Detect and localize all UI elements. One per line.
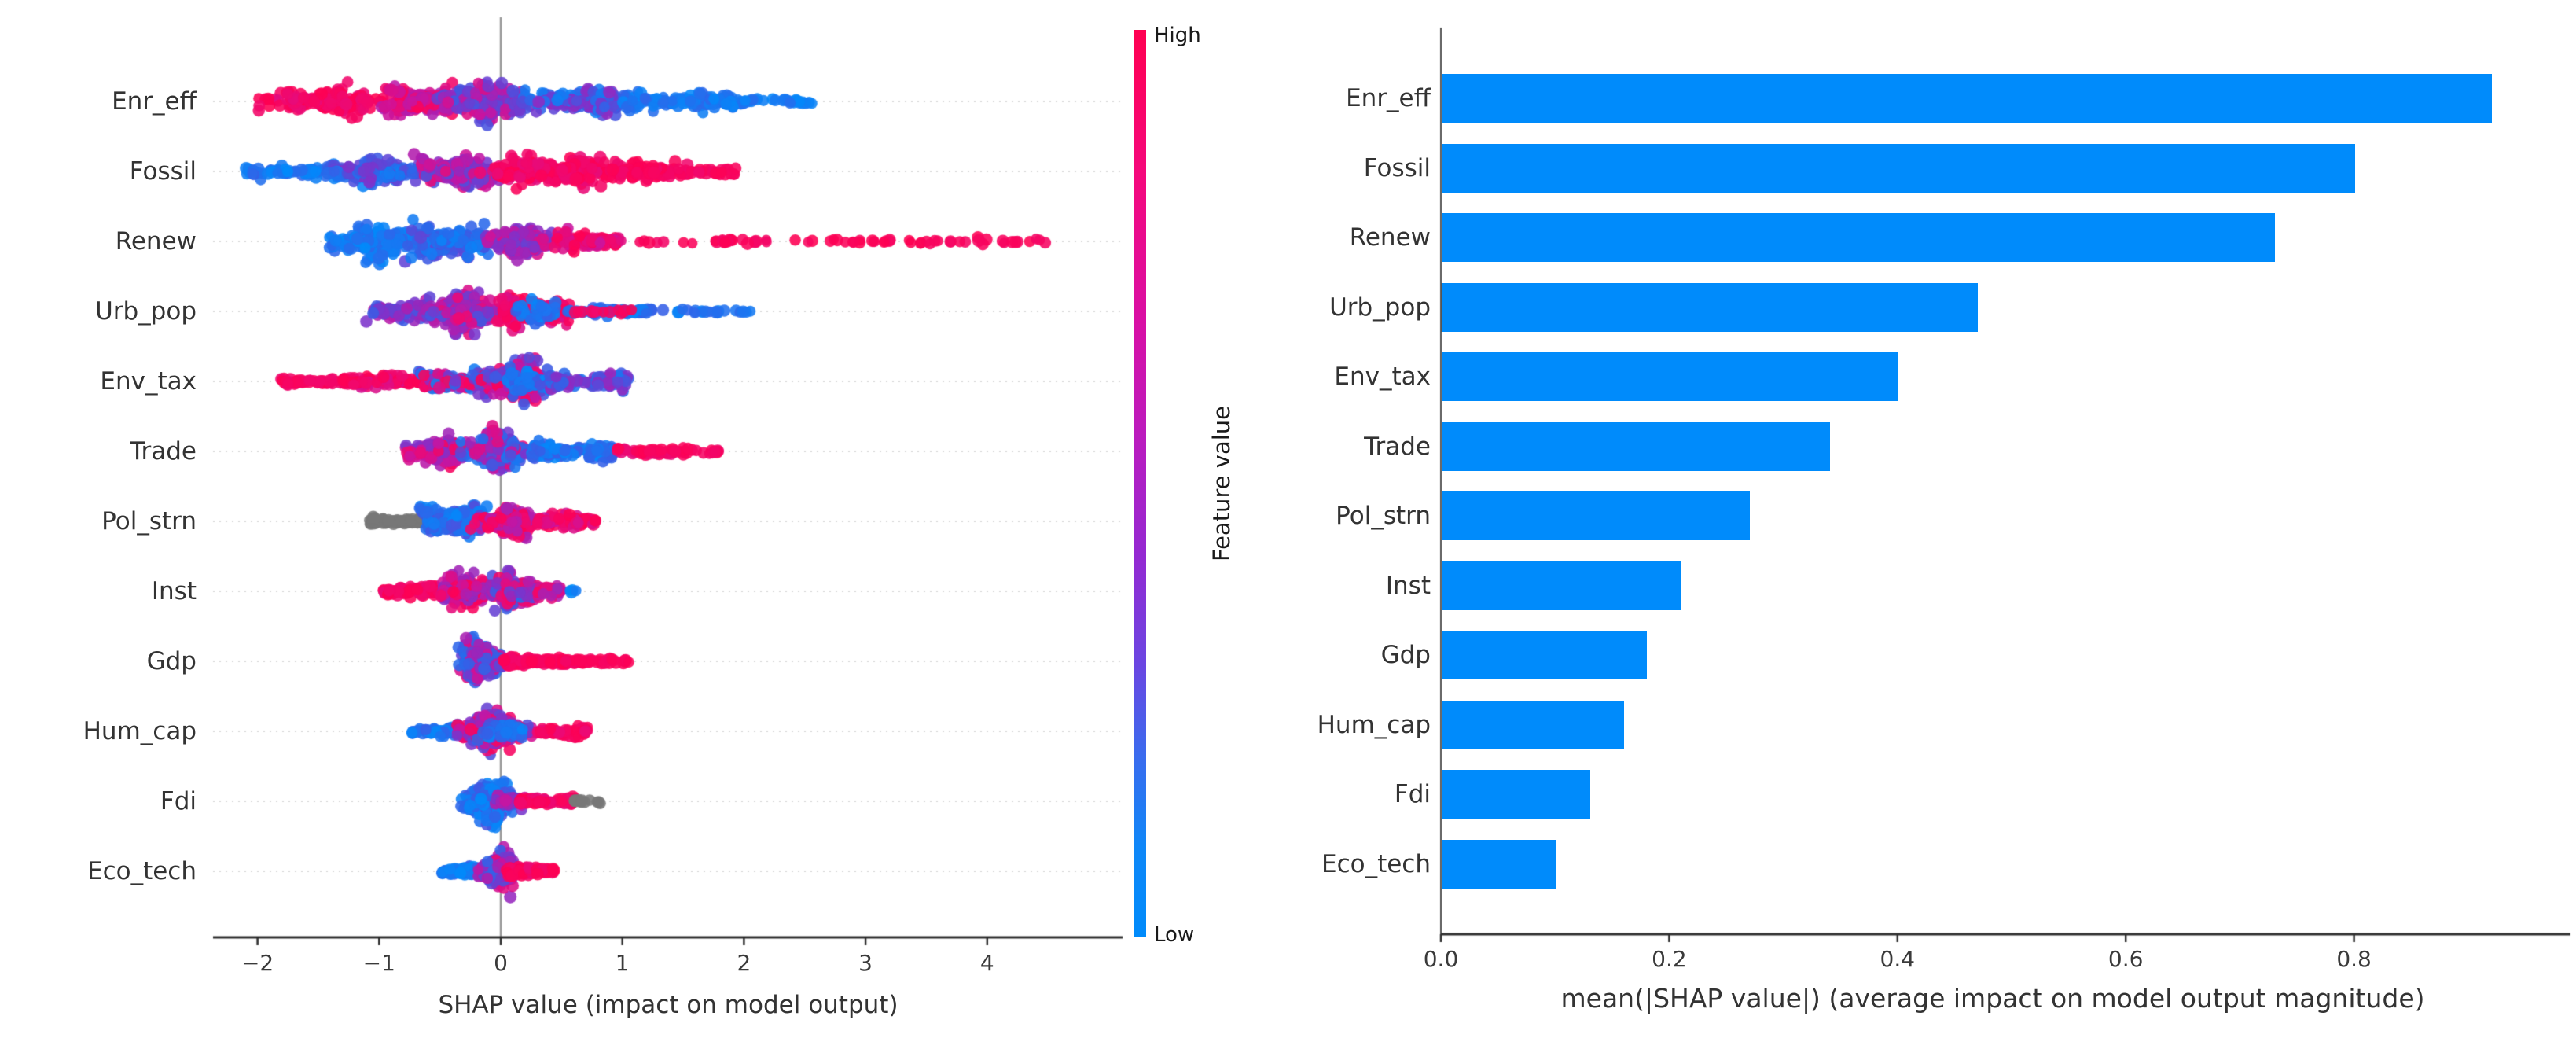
beeswarm-xtick-4: 2 [737,950,751,976]
bar-feature-label-fossil: Fossil [1363,153,1431,182]
bar-feature-label-hum_cap: Hum_cap [1317,710,1431,739]
beeswarm-feature-label-gdp: Gdp [146,647,197,675]
beeswarm-xtick-2: 0 [494,950,508,976]
bar-xtick-3: 0.6 [2107,946,2144,972]
bar-xtick-0: 0.0 [1423,946,1459,972]
bar-feature-label-env_tax: Env_tax [1334,363,1431,391]
beeswarm-feature-label-enr_eff: Enr_eff [112,87,197,116]
bar-feature-label-inst: Inst [1385,571,1431,600]
importance-bar-pol_strn [1442,491,1750,540]
colorbar-low-label: Low [1154,923,1195,947]
bar-feature-label-enr_eff: Enr_eff [1346,84,1431,112]
beeswarm-xtick-0: −2 [241,950,274,976]
importance-bar-fossil [1442,143,2355,193]
beeswarm-xaxis-title: SHAP value (impact on model output) [438,991,898,1019]
beeswarm-feature-label-hum_cap: Hum_cap [83,717,197,745]
importance-bar-fdi [1442,770,1590,819]
bar-xtick-4: 0.8 [2336,946,2372,972]
importance-bar-hum_cap [1442,700,1624,749]
importance-bar-urb_pop [1442,282,1978,332]
feature-value-colorbar [1134,30,1146,937]
importance-bar-enr_eff [1442,74,2492,123]
beeswarm-feature-label-pol_strn: Pol_strn [101,507,197,536]
importance-bar-inst [1442,561,1681,610]
bar-feature-label-renew: Renew [1349,223,1431,252]
bar-feature-label-urb_pop: Urb_pop [1329,293,1431,322]
beeswarm-xtick-1: −1 [362,950,395,976]
beeswarm-feature-label-inst: Inst [151,577,197,606]
beeswarm-xtick-3: 1 [615,950,630,976]
beeswarm-feature-label-eco_tech: Eco_tech [86,857,197,885]
bar-feature-label-eco_tech: Eco_tech [1321,849,1431,878]
beeswarm-feature-label-env_tax: Env_tax [100,367,197,396]
colorbar-high-label: High [1154,24,1201,47]
beeswarm-feature-label-fdi: Fdi [160,787,197,815]
bar-feature-label-trade: Trade [1364,432,1431,461]
beeswarm-feature-label-fossil: Fossil [129,157,197,186]
beeswarm-feature-label-urb_pop: Urb_pop [95,297,197,326]
beeswarm-xtick-6: 4 [979,950,994,976]
bar-xaxis-title: mean(|SHAP value|) (average impact on mo… [1560,983,2425,1014]
importance-bar-eco_tech [1442,839,1556,889]
bar-xtick-1: 0.2 [1652,946,1687,972]
bar-xtick-2: 0.4 [1880,946,1916,972]
beeswarm-feature-label-renew: Renew [115,227,197,256]
bar-feature-label-fdi: Fdi [1394,780,1431,808]
importance-bar-trade [1442,421,1830,471]
beeswarm-feature-label-trade: Trade [130,437,197,466]
bar-feature-label-gdp: Gdp [1380,641,1431,669]
bar-feature-label-pol_strn: Pol_strn [1336,502,1431,530]
importance-bar-env_tax [1442,352,1898,401]
importance-bar-renew [1442,213,2275,262]
importance-bar-gdp [1442,631,1647,679]
beeswarm-xtick-5: 3 [858,950,873,976]
